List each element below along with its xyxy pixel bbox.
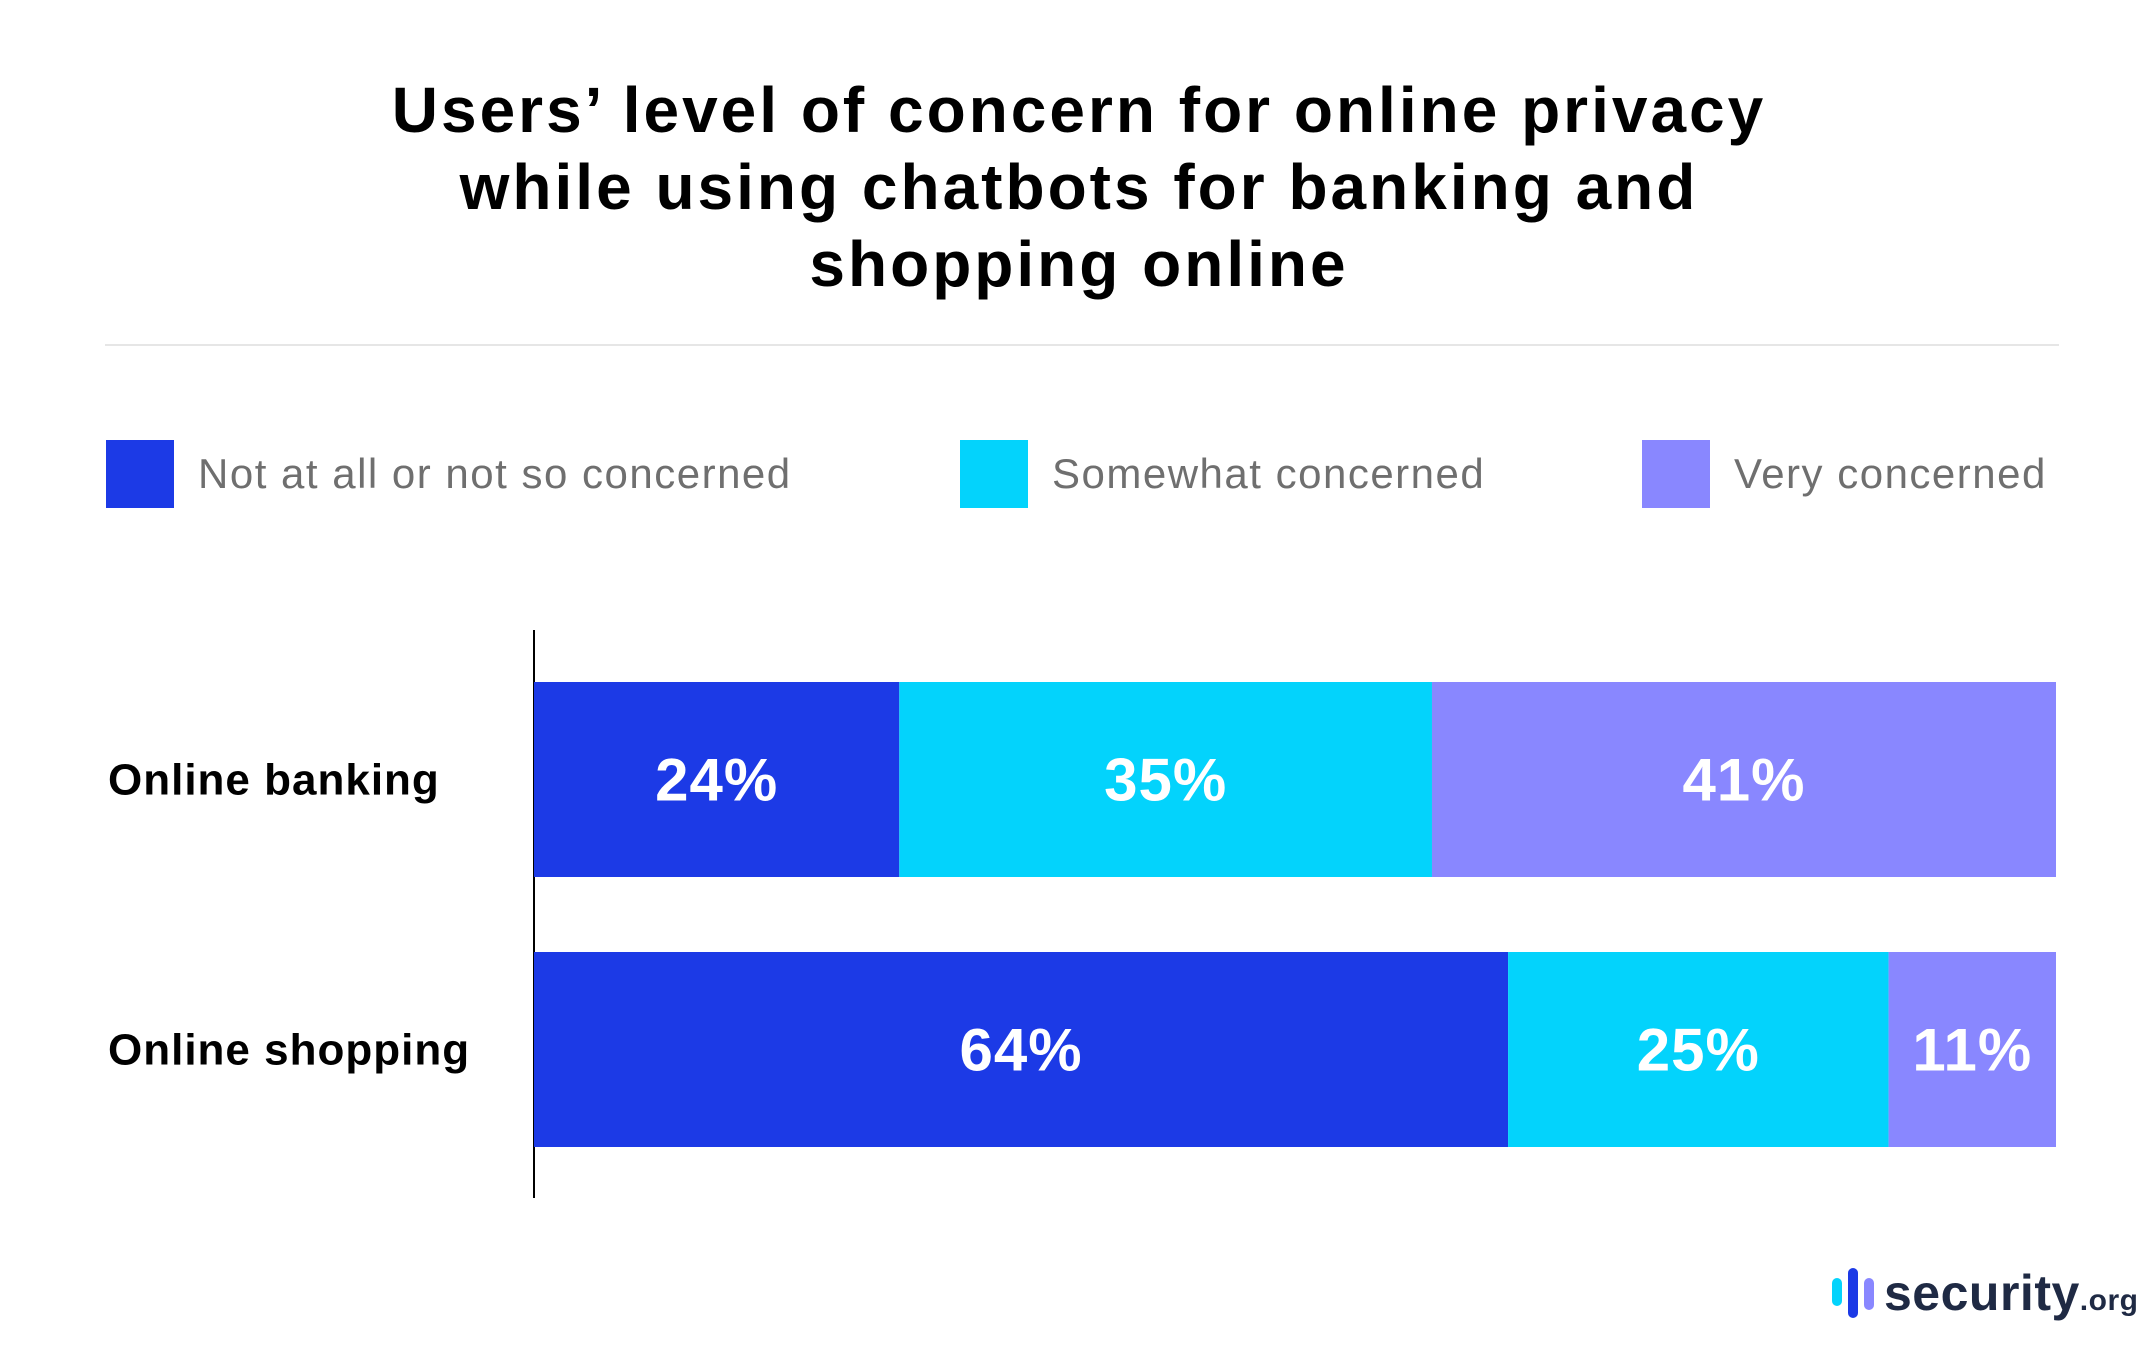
brand-logo: security.org [1830, 1264, 2138, 1326]
legend-label: Not at all or not so concerned [198, 450, 792, 497]
bar-segment [1888, 952, 2056, 1147]
bar-segment [1431, 682, 2056, 877]
bar-segment [534, 952, 1509, 1147]
legend-swatch [106, 440, 174, 508]
bar-segment [534, 682, 900, 877]
brand-name: security.org [1884, 1265, 2139, 1321]
data-label: 41% [1682, 747, 1805, 814]
title-divider [105, 344, 2059, 346]
bars-logo-icon [1832, 1268, 1874, 1318]
chart-title-line: shopping online [809, 228, 1349, 300]
legend-swatch [960, 440, 1028, 508]
data-label: 35% [1104, 747, 1227, 814]
legend-label: Very concerned [1734, 450, 2047, 497]
chart-title-line: Users’ level of concern for online priva… [391, 74, 1767, 146]
data-label: 25% [1637, 1017, 1760, 1084]
data-label: 64% [959, 1017, 1082, 1084]
category-label: Online banking [108, 756, 440, 805]
data-label: 11% [1912, 1017, 2032, 1084]
data-label: 24% [655, 747, 778, 814]
legend-swatch [1642, 440, 1710, 508]
bar-segment [1508, 952, 1889, 1147]
chart-title-line: while using chatbots for banking and [459, 151, 1699, 223]
legend-label: Somewhat concerned [1052, 450, 1486, 497]
chart-title: Users’ level of concern for online priva… [100, 72, 2058, 303]
category-label: Online shopping [108, 1026, 470, 1075]
bar-segment [899, 682, 1432, 877]
